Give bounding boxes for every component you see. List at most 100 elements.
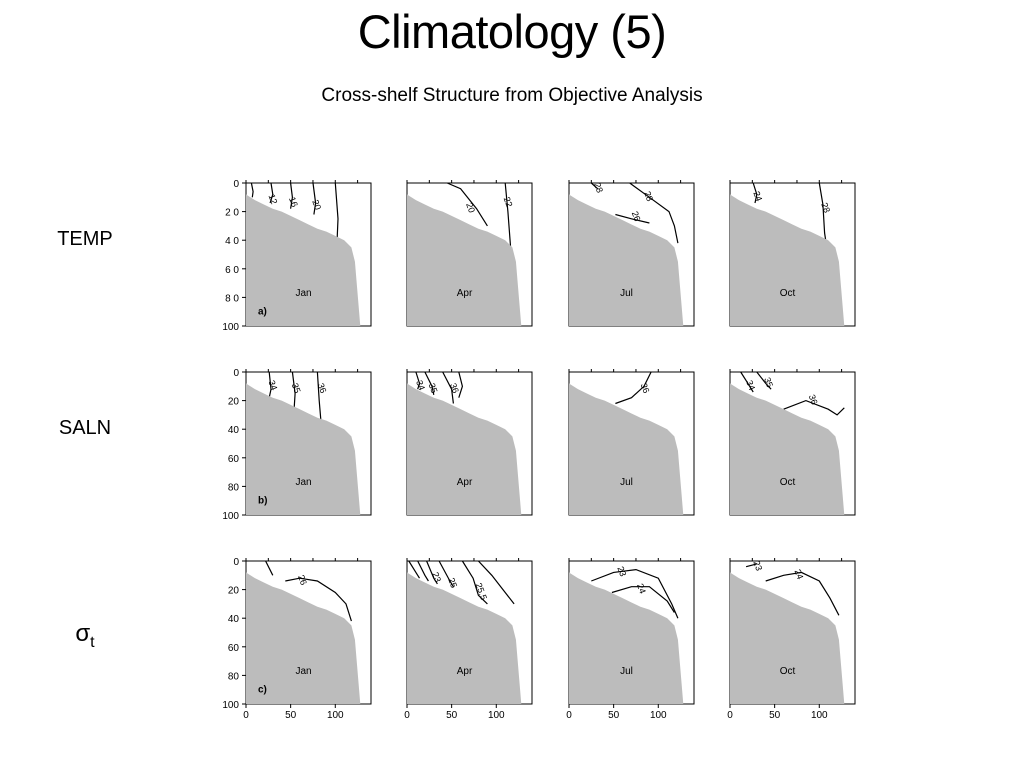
contour-line [269,182,274,204]
month-label: Jan [295,477,311,488]
x-tick-label: 50 [285,710,297,721]
month-label: Jul [620,666,633,677]
y-tick-label: 0 [233,557,239,568]
contour-line [590,182,599,190]
bathymetry-shelf [730,194,845,326]
month-label: Apr [457,477,473,488]
panel-1-0: 34 35 36 Jan b) [245,369,372,516]
panel-tag: b) [258,496,267,507]
month-label: Oct [780,288,796,299]
x-tick-label: 0 [243,710,249,721]
panel-0-3: 24 28 Oct [729,180,856,327]
contour-label: 24 [751,190,764,203]
y-tick-label: 100 [222,322,239,333]
panel-2-0: 26 Jan c) 0 50 100 [243,558,372,721]
month-label: Oct [780,666,796,677]
x-tick-label: 50 [769,710,781,721]
contour-line [408,560,421,579]
contour-label: 25 [446,576,459,589]
y-tick-label: 20 [228,586,240,597]
contour-label: 24 [792,568,805,581]
contour-line [752,182,758,204]
bathymetry-shelf [730,572,845,704]
contour-line [438,560,454,588]
contour-line [477,560,515,605]
row-2-y-axis: 0 20 40 60 80 100 [222,557,246,711]
y-tick-label: 8 0 [225,293,239,304]
contour-line [591,568,679,619]
contour-line [250,182,254,198]
contour-line [783,399,845,416]
x-tick-label: 100 [488,710,505,721]
contour-label: 23 [430,571,443,584]
contour-line [442,371,454,404]
panel-0-1: 20 22 Apr [406,180,533,327]
contour-panel-grid: 0 2 0 4 0 6 0 8 0 100 12 16 20 Jan a) 20 22 Apr 28 28 26… [222,179,856,721]
y-tick-label: 80 [228,671,240,682]
contour-label: 28 [642,190,655,203]
contour-line [290,182,294,209]
contour-label: 36 [639,382,652,395]
contour-line [417,560,429,582]
x-tick-label: 100 [811,710,828,721]
panel-1-3: 34 35 36 Oct [729,369,856,516]
panel-tag: a) [258,307,267,318]
month-label: Jan [295,288,311,299]
panel-2-2: 23 24 Jul 0 50 100 [566,558,695,721]
contour-line [745,563,757,568]
month-label: Apr [457,288,473,299]
y-tick-label: 0 [233,179,239,190]
y-tick-label: 20 [228,397,240,408]
row-1-y-axis: 0 20 40 60 80 100 [222,368,246,522]
contour-label: 36 [807,393,820,406]
x-tick-label: 50 [608,710,620,721]
contour-line [291,371,296,408]
y-tick-label: 6 0 [225,265,239,276]
panel-0-0: 12 16 20 Jan a) [245,180,372,327]
panel-1-2: 36 Jul [568,369,695,516]
contour-line [629,182,679,244]
contour-label: 35 [290,382,303,395]
y-tick-label: 4 0 [225,236,239,247]
contour-line [765,571,840,616]
contour-label: 28 [592,181,605,194]
contour-label: 12 [267,193,280,206]
contour-line [265,560,274,576]
y-tick-label: 80 [228,482,240,493]
contour-label: 16 [287,196,300,209]
bathymetry-shelf [246,572,361,704]
y-tick-label: 60 [228,454,240,465]
panel-1-1: 34 35 36 Apr [406,369,533,516]
x-tick-label: 100 [650,710,667,721]
bathymetry-shelf [569,572,684,704]
month-label: Jul [620,477,633,488]
month-label: Jul [620,288,633,299]
bathymetry-shelf [407,194,522,326]
y-tick-label: 60 [228,643,240,654]
bathymetry-shelf [569,194,684,326]
contour-label: 23 [751,559,764,572]
contour-line [615,371,652,405]
bathymetry-shelf [246,383,361,515]
month-label: Oct [780,477,796,488]
contour-line [285,577,352,622]
contour-label: 34 [414,379,427,392]
bathymetry-shelf [569,383,684,515]
contour-line [415,371,421,390]
row-label-temp: TEMP [57,228,113,250]
contour-label: 20 [464,201,477,214]
contour-line [458,371,464,398]
contour-line [611,586,675,613]
contour-label: 36 [316,382,329,395]
contour-label: 22 [502,196,515,209]
contour-line [740,371,754,393]
slide-subtitle: Cross-shelf Structure from Objective Ana… [321,85,703,106]
x-tick-label: 50 [446,710,458,721]
contour-line [316,371,322,423]
y-tick-label: 100 [222,700,239,711]
bathymetry-shelf [407,383,522,515]
contour-line [756,371,772,390]
contour-label: 35 [762,376,775,389]
contour-label: 23 [615,565,628,578]
